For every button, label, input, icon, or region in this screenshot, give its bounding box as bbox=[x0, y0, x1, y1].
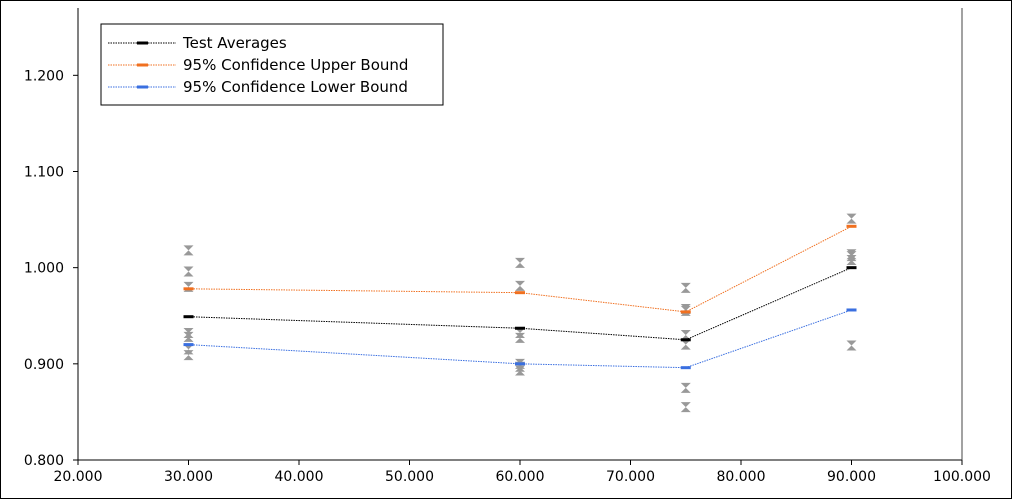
test-point-marker bbox=[846, 340, 857, 351]
x-tick-label: 100.000 bbox=[933, 469, 991, 485]
test-point-marker bbox=[515, 332, 525, 343]
legend-marker bbox=[137, 41, 148, 45]
legend: Test Averages 95% Confidence Upper Bound 9… bbox=[100, 23, 444, 106]
x-tick-label: 80.000 bbox=[717, 469, 766, 485]
test-point-marker bbox=[680, 402, 691, 413]
x-tick-label: 20.000 bbox=[54, 469, 103, 485]
y-axis-ticks: 0.800 0.900 1.000 1.100 1.200 bbox=[24, 68, 78, 469]
test-point-marker bbox=[680, 282, 691, 293]
x-tick-label: 90.000 bbox=[827, 469, 876, 485]
series-line bbox=[188, 309, 852, 369]
legend-marker bbox=[137, 63, 148, 67]
series-marker bbox=[680, 310, 691, 314]
legend-marker bbox=[137, 85, 148, 89]
y-tick-label: 1.000 bbox=[24, 261, 64, 277]
series-marker bbox=[680, 338, 691, 342]
test-point-marker bbox=[183, 281, 194, 292]
test-points bbox=[183, 213, 857, 413]
x-tick-label: 70.000 bbox=[606, 469, 655, 485]
x-tick-label: 40.000 bbox=[275, 469, 324, 485]
test-point-marker bbox=[183, 331, 194, 342]
series-marker bbox=[515, 326, 525, 330]
test-point-marker bbox=[515, 257, 525, 268]
test-point-marker bbox=[680, 339, 691, 350]
series-marker bbox=[846, 266, 857, 270]
test-point-marker bbox=[680, 329, 691, 340]
test-point-marker bbox=[183, 266, 194, 277]
series-marker bbox=[183, 343, 194, 347]
x-tick-label: 30.000 bbox=[164, 469, 213, 485]
series-marker bbox=[183, 315, 194, 319]
legend-label: Test Averages bbox=[182, 34, 287, 52]
x-tick-label: 60.000 bbox=[496, 469, 545, 485]
series-lines bbox=[183, 224, 857, 370]
series-marker bbox=[515, 362, 525, 366]
test-point-marker bbox=[846, 254, 857, 265]
series-line bbox=[188, 267, 852, 341]
legend-label: 95% Confidence Upper Bound bbox=[183, 56, 408, 74]
series-marker bbox=[846, 224, 857, 228]
test-point-marker bbox=[183, 350, 194, 361]
x-tick-label: 50.000 bbox=[385, 469, 434, 485]
test-point-marker bbox=[183, 245, 194, 256]
x-axis-ticks: 20.000 30.000 40.000 50.000 60.000 70.000 80.0… bbox=[54, 460, 991, 485]
series-line bbox=[188, 225, 852, 313]
legend-label: 95% Confidence Lower Bound bbox=[183, 78, 408, 96]
series-marker bbox=[680, 366, 691, 370]
test-point-marker bbox=[680, 382, 691, 393]
test-point-marker bbox=[515, 280, 525, 291]
series-marker bbox=[515, 291, 525, 295]
y-tick-label: 1.100 bbox=[24, 164, 64, 180]
series-marker bbox=[846, 308, 857, 312]
y-tick-label: 0.800 bbox=[24, 453, 64, 469]
y-tick-label: 0.900 bbox=[24, 357, 64, 373]
test-point-marker bbox=[515, 365, 525, 376]
y-tick-label: 1.200 bbox=[24, 68, 64, 84]
series-marker bbox=[183, 287, 194, 291]
test-point-marker bbox=[846, 213, 857, 224]
